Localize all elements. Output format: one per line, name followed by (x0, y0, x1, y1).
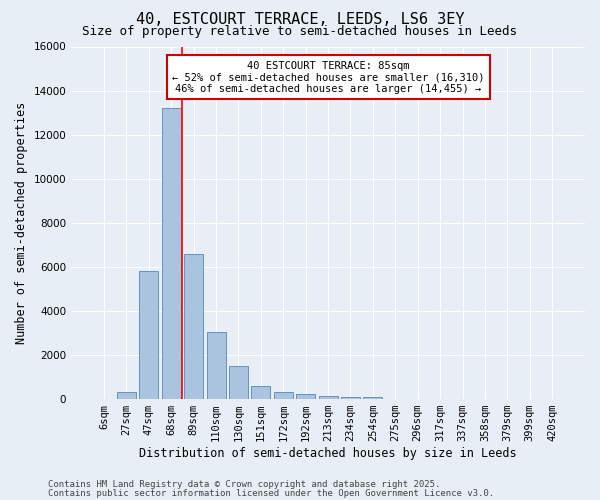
X-axis label: Distribution of semi-detached houses by size in Leeds: Distribution of semi-detached houses by … (139, 447, 517, 460)
Text: 40 ESTCOURT TERRACE: 85sqm
← 52% of semi-detached houses are smaller (16,310)
46: 40 ESTCOURT TERRACE: 85sqm ← 52% of semi… (172, 60, 484, 94)
Text: Size of property relative to semi-detached houses in Leeds: Size of property relative to semi-detach… (83, 25, 517, 38)
Bar (319, 396, 338, 399)
Bar (296, 394, 315, 399)
Bar (139, 272, 158, 399)
Bar (184, 254, 203, 399)
Text: Contains public sector information licensed under the Open Government Licence v3: Contains public sector information licen… (48, 488, 494, 498)
Text: 40, ESTCOURT TERRACE, LEEDS, LS6 3EY: 40, ESTCOURT TERRACE, LEEDS, LS6 3EY (136, 12, 464, 28)
Y-axis label: Number of semi-detached properties: Number of semi-detached properties (15, 102, 28, 344)
Bar (206, 332, 226, 399)
Bar (229, 366, 248, 399)
Bar (341, 398, 360, 399)
Text: Contains HM Land Registry data © Crown copyright and database right 2025.: Contains HM Land Registry data © Crown c… (48, 480, 440, 489)
Bar (162, 108, 181, 399)
Bar (117, 392, 136, 399)
Bar (251, 386, 271, 399)
Bar (364, 397, 382, 399)
Bar (274, 392, 293, 399)
